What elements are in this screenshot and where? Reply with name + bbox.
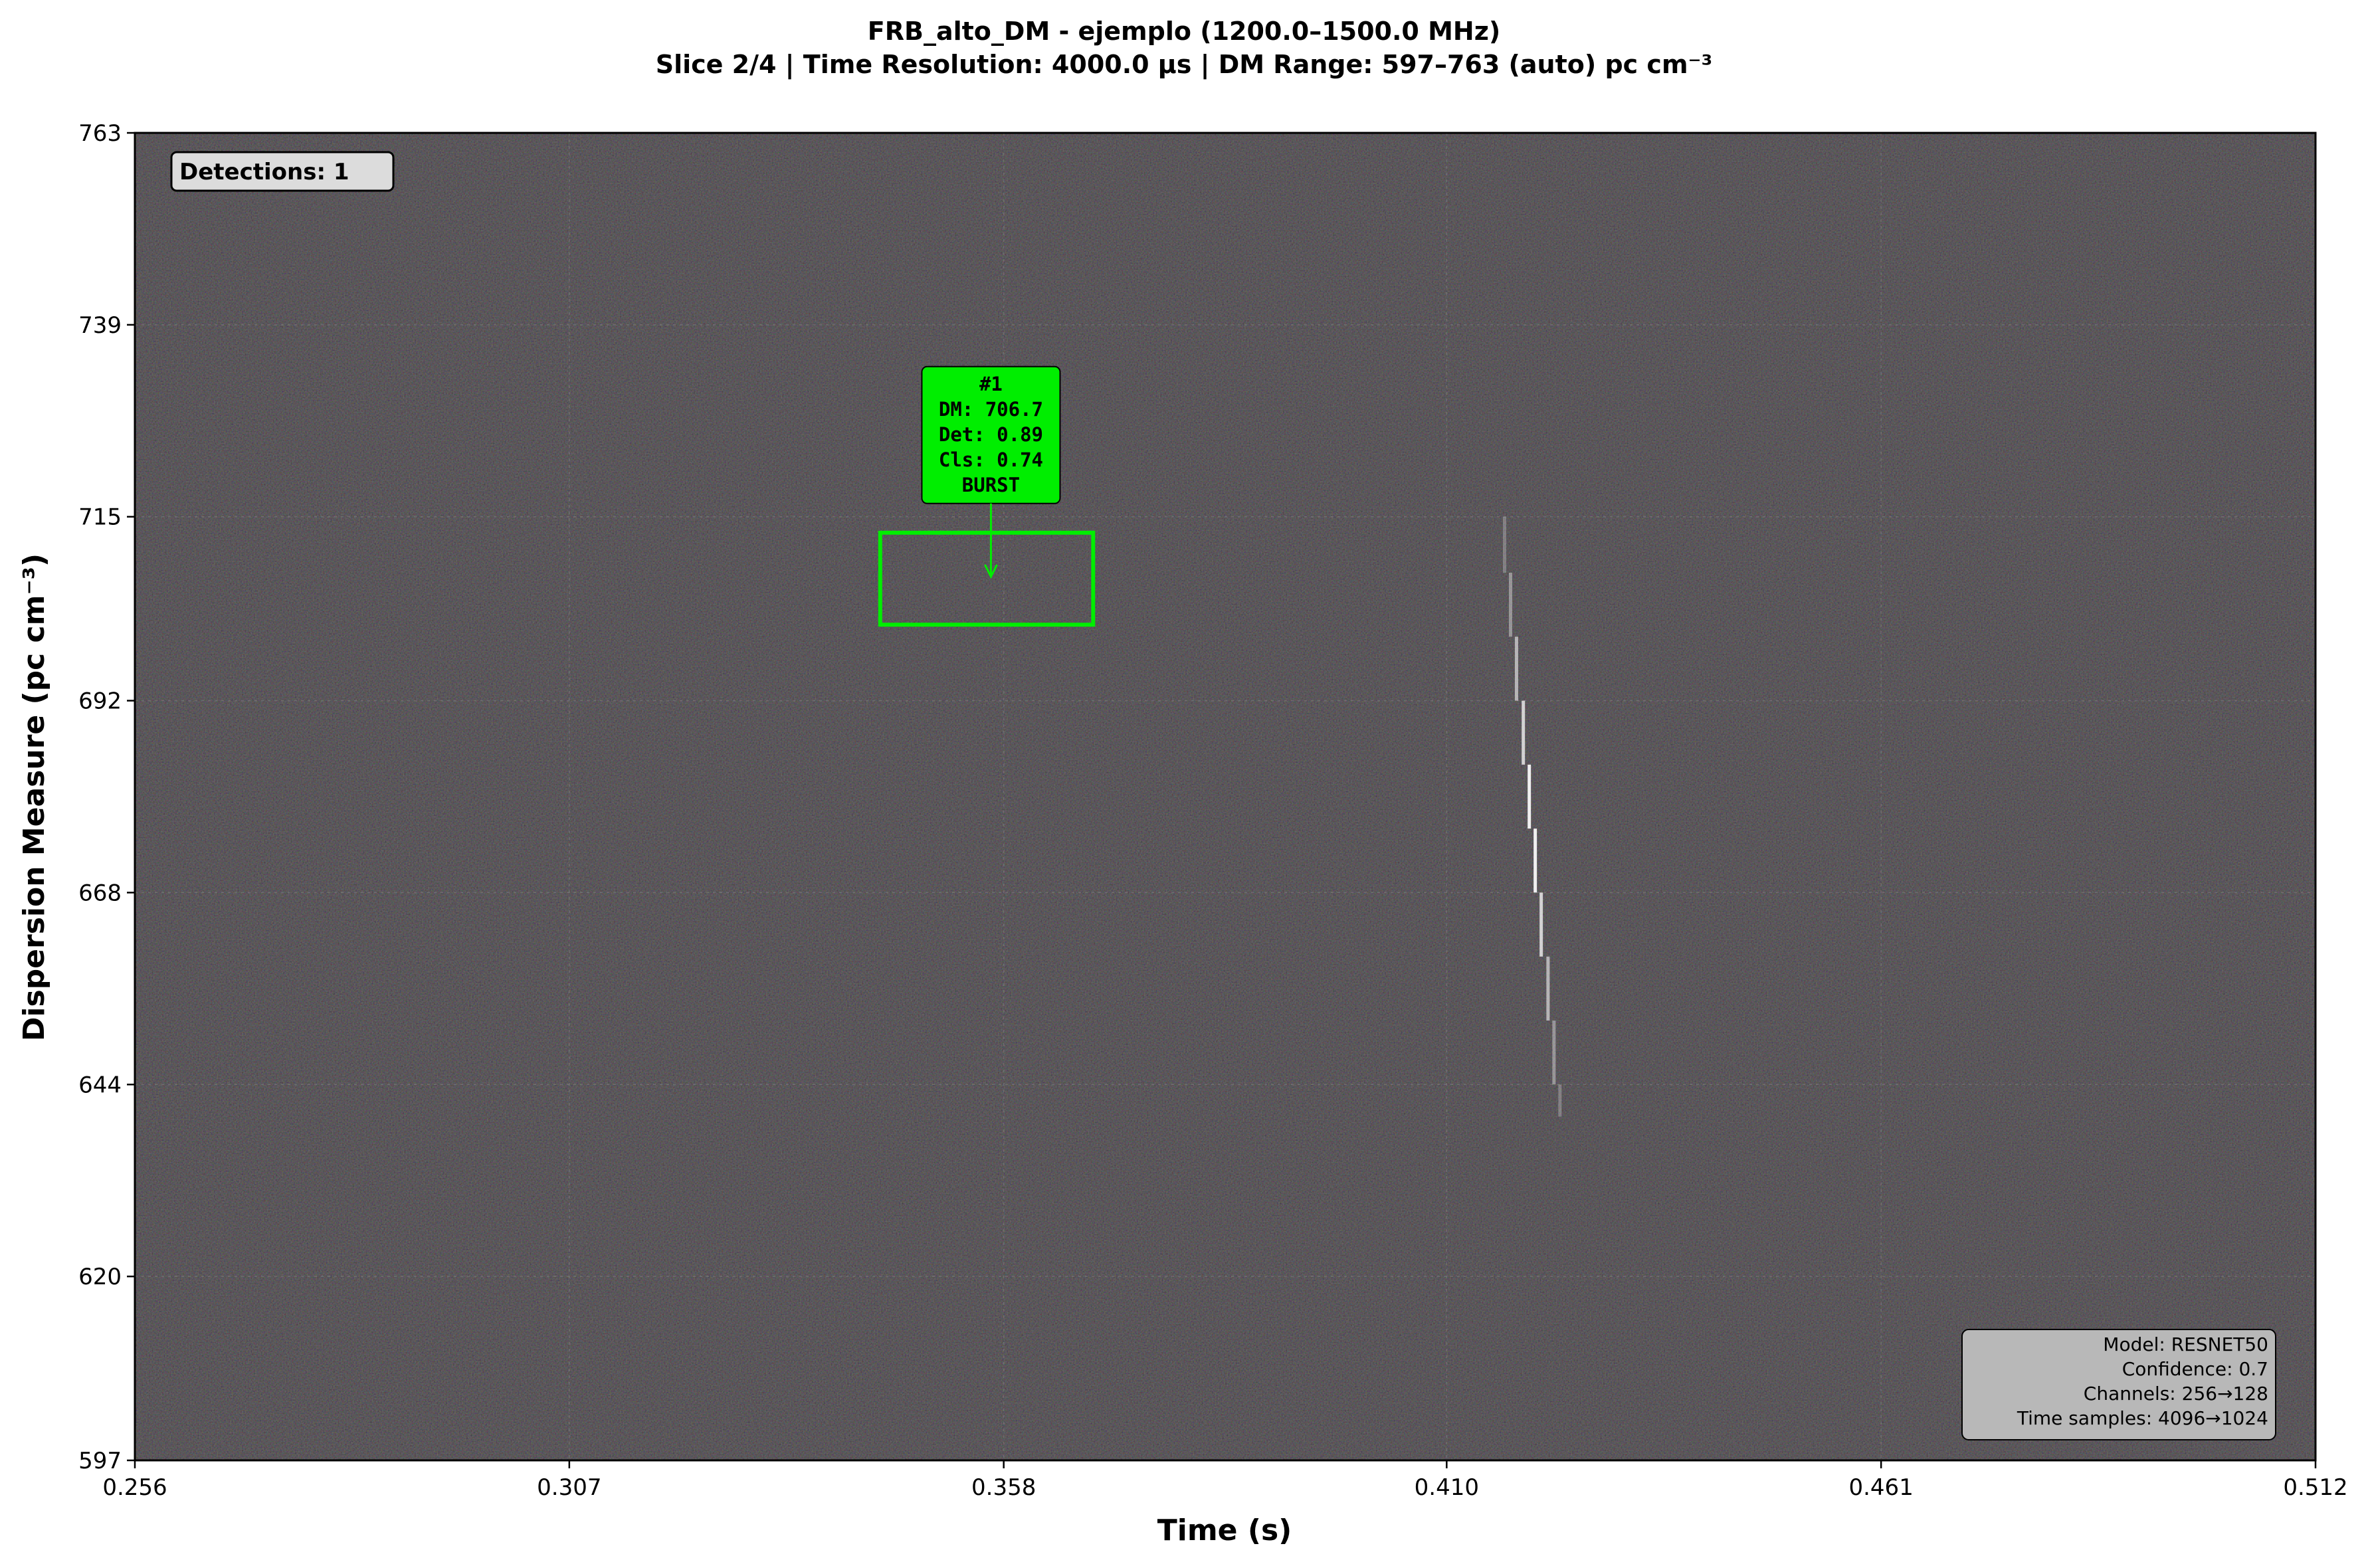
info-model: Model: RESNET50 (2103, 1333, 2268, 1355)
info-channels: Channels: 256→128 (2084, 1383, 2268, 1405)
x-axis: 0.256 0.307 0.358 0.410 0.461 0.512 (102, 1460, 2348, 1501)
y-tick-label: 620 (78, 1264, 122, 1290)
x-axis-label: Time (s) (1157, 1514, 1292, 1547)
x-tick-label: 0.461 (1848, 1474, 1913, 1501)
y-axis: 763 739 715 692 668 644 620 597 (78, 120, 135, 1474)
x-tick-label: 0.512 (2283, 1474, 2347, 1501)
detection-label-line: Cls: 0.74 (939, 448, 1043, 471)
detection-label-line: #1 (979, 373, 1003, 395)
y-axis-label: Dispersion Measure (pc cm⁻³) (17, 553, 51, 1041)
detection-arrow-head (984, 564, 998, 579)
x-tick-label: 0.256 (102, 1474, 167, 1501)
x-tick-label: 0.358 (971, 1474, 1036, 1501)
detections-count-box: Detections: 1 (170, 151, 395, 192)
detections-count-bg (170, 151, 395, 192)
y-tick-label: 715 (78, 504, 122, 531)
detection-label-line: DM: 706.7 (939, 398, 1043, 421)
plot-frame (134, 132, 2317, 1462)
info-time-samples: Time samples: 4096→1024 (2017, 1407, 2268, 1429)
y-tick-label: 597 (78, 1448, 122, 1474)
chart-title: FRB_alto_DM - ejemplo (1200.0–1500.0 MHz… (868, 17, 1500, 46)
x-tick-label: 0.410 (1415, 1474, 1479, 1501)
chart-subtitle: Slice 2/4 | Time Resolution: 4000.0 µs |… (656, 50, 1713, 80)
model-info-box: Model: RESNET50 Confidence: 0.7 Channels… (1961, 1329, 2276, 1440)
heatmap-noise (135, 133, 2316, 1460)
detection-box (878, 530, 1096, 627)
y-tick-label: 692 (78, 688, 122, 715)
burst-trace (1503, 516, 1562, 1117)
x-tick-label: 0.307 (537, 1474, 601, 1501)
y-tick-label: 739 (78, 312, 122, 339)
detection-label-line: Det: 0.89 (939, 423, 1043, 446)
y-tick-label: 763 (78, 120, 122, 147)
detection-label-line: BURST (962, 474, 1020, 496)
y-tick-label: 644 (78, 1072, 122, 1098)
detections-count: Detections: 1 (179, 159, 349, 185)
y-tick-label: 668 (78, 880, 122, 906)
model-info-bg (1961, 1329, 2276, 1440)
info-confidence: Confidence: 0.7 (2122, 1358, 2268, 1380)
